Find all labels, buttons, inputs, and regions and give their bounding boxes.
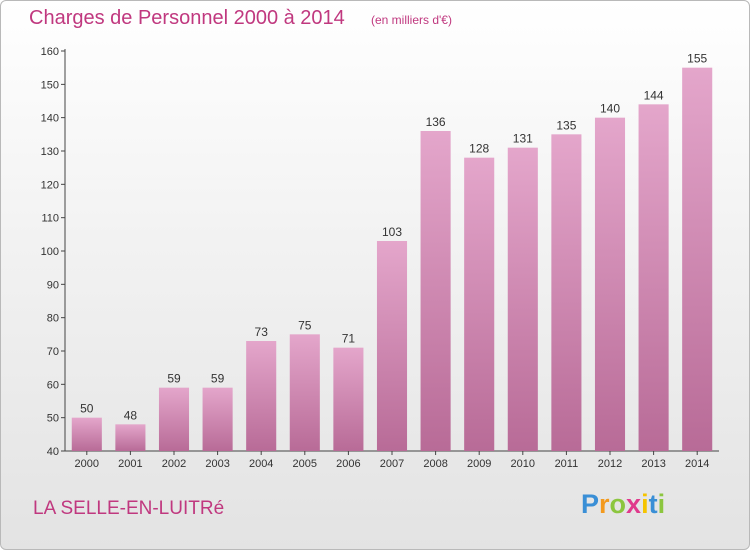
x-tick-label-2002: 2002 — [162, 458, 186, 470]
x-tick-label-2014: 2014 — [685, 458, 709, 470]
logo-letter: x — [626, 489, 642, 519]
value-label-2005: 75 — [298, 318, 312, 332]
bar-2002 — [158, 387, 190, 451]
y-tick-label: 50 — [47, 413, 59, 425]
bar-2006 — [333, 347, 364, 451]
y-tick-label: 140 — [41, 113, 59, 125]
x-tick-label-2010: 2010 — [511, 458, 535, 470]
logo-letter: i — [657, 489, 666, 519]
value-label-2003: 59 — [211, 372, 225, 386]
bar-2003 — [202, 387, 233, 451]
value-label-2013: 144 — [644, 88, 664, 102]
bar-2000 — [71, 417, 102, 451]
logo-letter: o — [609, 489, 627, 519]
value-label-2001: 48 — [124, 408, 138, 422]
y-tick-label: 160 — [41, 46, 59, 58]
logo-letter: r — [599, 489, 610, 519]
y-tick-label: 100 — [41, 246, 59, 258]
bar-2007 — [376, 241, 408, 451]
x-tick-label-2012: 2012 — [598, 458, 622, 470]
y-tick-label: 150 — [41, 79, 59, 91]
value-label-2004: 73 — [255, 325, 269, 339]
y-tick-label: 90 — [47, 279, 59, 291]
value-label-2008: 136 — [426, 115, 446, 129]
x-tick-label-2011: 2011 — [555, 458, 579, 470]
x-tick-label-2003: 2003 — [205, 458, 229, 470]
logo-letter: t — [648, 489, 658, 519]
y-tick-label: 40 — [47, 446, 59, 458]
bar-2005 — [289, 334, 320, 451]
value-label-2006: 71 — [342, 332, 356, 346]
bar-2011 — [551, 134, 582, 452]
x-tick-label-2007: 2007 — [380, 458, 404, 470]
bar-2004 — [246, 341, 277, 451]
logo-letter: P — [581, 489, 600, 519]
y-tick-label: 70 — [47, 346, 59, 358]
x-tick-label-2013: 2013 — [641, 458, 665, 470]
value-label-2011: 135 — [556, 118, 576, 132]
value-label-2012: 140 — [600, 102, 620, 116]
chart-title: Charges de Personnel 2000 à 2014 — [29, 7, 345, 29]
x-tick-label-2008: 2008 — [423, 458, 447, 470]
bar-2014 — [682, 67, 713, 452]
y-tick-label: 130 — [41, 146, 59, 158]
bar-2001 — [115, 424, 146, 451]
x-tick-label-2005: 2005 — [293, 458, 317, 470]
x-tick-label-2006: 2006 — [336, 458, 360, 470]
value-label-2014: 155 — [687, 52, 707, 66]
x-tick-label-2000: 2000 — [75, 458, 99, 470]
x-tick-label-2001: 2001 — [118, 458, 142, 470]
value-label-2009: 128 — [469, 142, 489, 156]
value-label-2010: 131 — [513, 132, 533, 146]
value-label-2007: 103 — [382, 225, 402, 239]
bar-2010 — [507, 147, 538, 451]
bar-2013 — [638, 104, 669, 451]
value-label-2002: 59 — [167, 372, 181, 386]
bar-2009 — [464, 157, 495, 451]
bar-2012 — [594, 117, 626, 452]
y-tick-label: 80 — [47, 313, 59, 325]
town-name: LA SELLE-EN-LUITRé — [33, 498, 225, 519]
x-tick-label-2004: 2004 — [249, 458, 273, 470]
bar-2008 — [420, 131, 451, 451]
y-tick-label: 110 — [41, 213, 59, 225]
y-tick-label: 60 — [47, 379, 59, 391]
logo-letter: i — [641, 489, 649, 519]
value-label-2000: 50 — [80, 402, 94, 416]
x-tick-label-2009: 2009 — [467, 458, 491, 470]
chart-subtitle: (en milliers d'€) — [371, 13, 452, 27]
y-tick-label: 120 — [41, 179, 59, 191]
proxiti-logo: Proxiti — [581, 489, 665, 520]
